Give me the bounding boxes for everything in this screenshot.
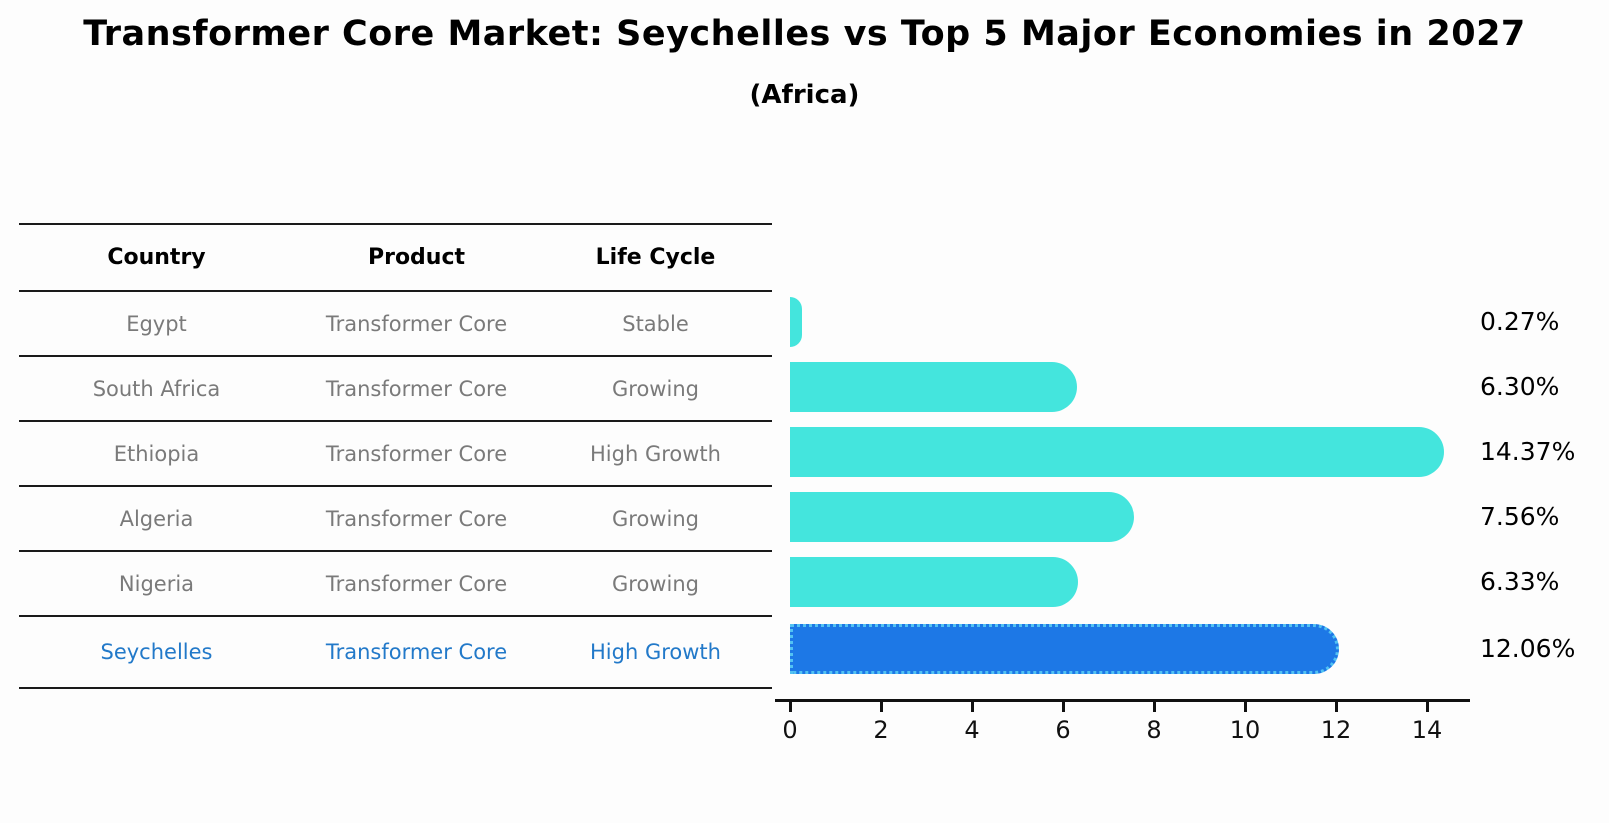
x-axis-tick-label: 0 (782, 716, 798, 744)
table-body: Egypt Transformer Core Stable South Africa T… (19, 292, 772, 689)
cell-life-cycle: Growing (612, 506, 699, 531)
x-axis-tick-label: 2 (873, 716, 889, 744)
chart-subtitle: (Africa) (749, 80, 860, 110)
table-row-nigeria: Nigeria Transformer Core Growing (19, 552, 772, 617)
x-axis-tick (1153, 702, 1156, 712)
table-row-south-africa: South Africa Transformer Core Growing (19, 357, 772, 422)
cell-country: Nigeria (118, 571, 195, 596)
cell-life-cycle: Growing (612, 376, 699, 401)
value-label-south-africa: 6.30% (1480, 372, 1560, 401)
x-axis-tick-label: 6 (1055, 716, 1071, 744)
table-row-ethiopia: Ethiopia Transformer Core High Growth (19, 422, 772, 487)
bar-ethiopia (790, 427, 1444, 477)
country-table: Country Product Life Cycle Egypt Transfor… (19, 223, 772, 689)
x-axis-tick-label: 8 (1146, 716, 1162, 744)
table-row-seychelles: Seychelles Transformer Core High Growth (19, 617, 772, 689)
cell-life-cycle: High Growth (590, 441, 721, 466)
cell-product: Transformer Core (325, 311, 508, 336)
table-header-row: Country Product Life Cycle (19, 225, 772, 292)
x-axis-tick (880, 702, 883, 712)
bar-seychelles (790, 624, 1339, 674)
cell-life-cycle: Growing (612, 571, 699, 596)
cell-product: Transformer Core (325, 506, 508, 531)
value-label-algeria: 7.56% (1480, 502, 1560, 531)
bar-south-africa (790, 362, 1077, 412)
x-axis-tick-label: 14 (1411, 716, 1443, 744)
x-axis-tick (1244, 702, 1247, 712)
bar-egypt (790, 297, 803, 347)
table-row-algeria: Algeria Transformer Core Growing (19, 487, 772, 552)
x-axis-tick (1426, 702, 1429, 712)
x-axis-line (775, 699, 1471, 702)
value-label-ethiopia: 14.37% (1480, 437, 1576, 466)
x-axis-tick-label: 10 (1229, 716, 1261, 744)
cell-product: Transformer Core (325, 571, 508, 596)
x-axis-tick (971, 702, 974, 712)
cell-product: Transformer Core (325, 640, 508, 664)
cell-country: Ethiopia (113, 441, 200, 466)
table-header-life-cycle: Life Cycle (595, 245, 716, 270)
bar-nigeria (790, 557, 1078, 607)
x-axis-tick (789, 702, 792, 712)
value-label-nigeria: 6.33% (1480, 567, 1560, 596)
table-row-egypt: Egypt Transformer Core Stable (19, 292, 772, 357)
cell-country: South Africa (92, 376, 221, 401)
cell-country: Egypt (126, 311, 187, 336)
table-header-country: Country (107, 245, 206, 270)
cell-life-cycle: Stable (622, 311, 689, 336)
cell-product: Transformer Core (325, 376, 508, 401)
cell-product: Transformer Core (325, 441, 508, 466)
x-axis-tick (1062, 702, 1065, 712)
x-axis-tick-label: 12 (1320, 716, 1352, 744)
value-label-seychelles: 12.06% (1480, 634, 1576, 663)
cell-life-cycle: High Growth (590, 640, 721, 664)
x-axis-tick-label: 4 (964, 716, 980, 744)
x-axis-tick (1335, 702, 1338, 712)
table-header-product: Product (367, 245, 466, 270)
bar-algeria (790, 492, 1134, 542)
value-label-egypt: 0.27% (1480, 307, 1560, 336)
cell-country: Algeria (119, 506, 194, 531)
cell-country: Seychelles (100, 640, 213, 664)
chart-title: Transformer Core Market: Seychelles vs T… (83, 14, 1526, 54)
